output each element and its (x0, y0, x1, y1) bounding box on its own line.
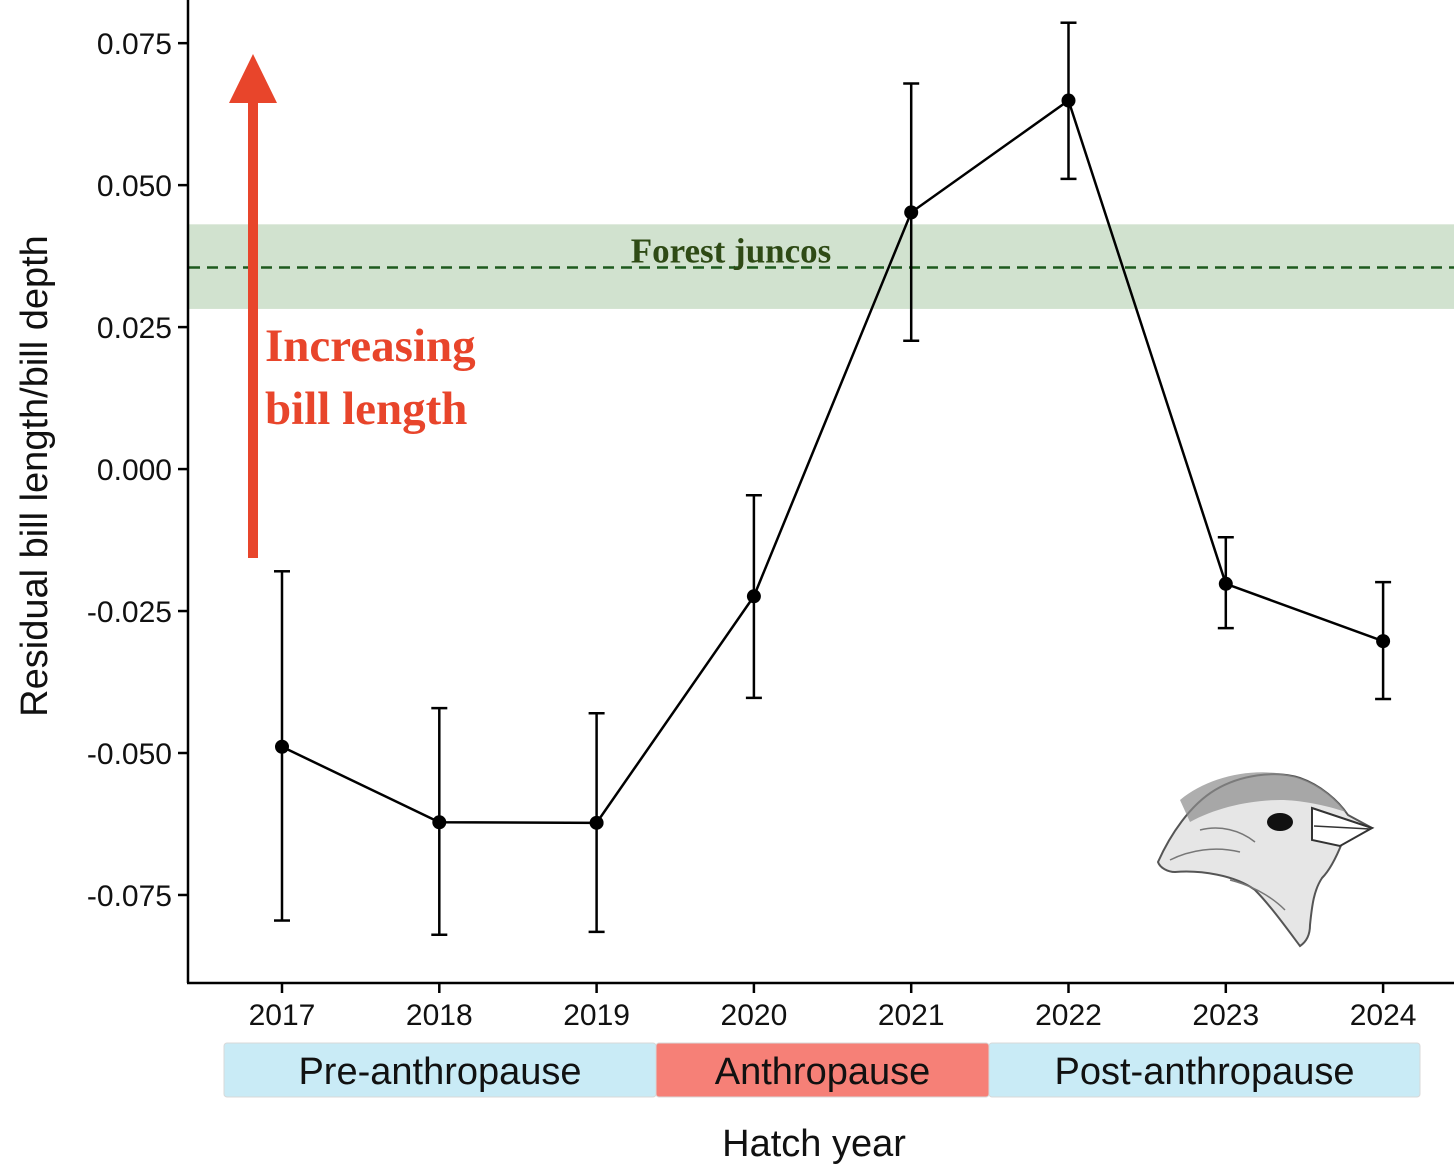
data-point (1376, 634, 1391, 649)
series-line (281, 98, 1384, 825)
period-label: Post-anthropause (1055, 1051, 1355, 1093)
data-point (589, 815, 604, 830)
period-bar: Pre-anthropause Anthropause Post-anthropau… (223, 1042, 1421, 1098)
x-tick-label: 2021 (878, 999, 945, 1032)
period-label: Pre-anthropause (298, 1051, 581, 1093)
x-axis-title: Hatch year (722, 1123, 906, 1165)
x-tick-label: 2020 (721, 999, 788, 1032)
data-point (432, 815, 447, 830)
data-point (275, 739, 289, 754)
x-tick-label: 2017 (249, 999, 316, 1032)
data-point (904, 205, 919, 220)
increase-arrow-head (229, 54, 277, 103)
x-tick-label: 2024 (1350, 999, 1417, 1032)
y-tick-label: -0.025 (87, 596, 172, 629)
y-ticks: 0.075 0.050 0.025 0.000 -0.025 -0.050 -0.075 (87, 28, 188, 913)
y-tick-label: 0.000 (97, 454, 172, 487)
y-tick-label: -0.075 (87, 880, 172, 913)
y-tick-label: 0.075 (97, 28, 172, 61)
x-ticks: 2017 2018 2019 2020 2021 2022 2023 2024 (249, 983, 1417, 1032)
forest-juncos-label: Forest juncos (631, 231, 832, 270)
x-tick-label: 2023 (1192, 999, 1259, 1032)
period-box (988, 1042, 1421, 1098)
data-point (1061, 93, 1076, 108)
x-tick-label: 2019 (563, 999, 630, 1032)
increasing-label: Increasing (265, 320, 476, 372)
x-tick-label: 2018 (406, 999, 473, 1032)
y-tick-label: -0.050 (87, 738, 172, 771)
series (274, 21, 1392, 936)
data-point (1218, 576, 1233, 591)
bill-length-label: bill length (265, 383, 467, 435)
x-tick-label: 2022 (1035, 999, 1102, 1032)
data-point (746, 589, 761, 604)
period-label: Anthropause (715, 1051, 931, 1093)
y-tick-label: 0.025 (97, 312, 172, 345)
y-tick-label: 0.050 (97, 170, 172, 203)
junco-head-icon (1156, 772, 1375, 948)
y-axis-title: Residual bill length/bill depth (14, 235, 56, 717)
